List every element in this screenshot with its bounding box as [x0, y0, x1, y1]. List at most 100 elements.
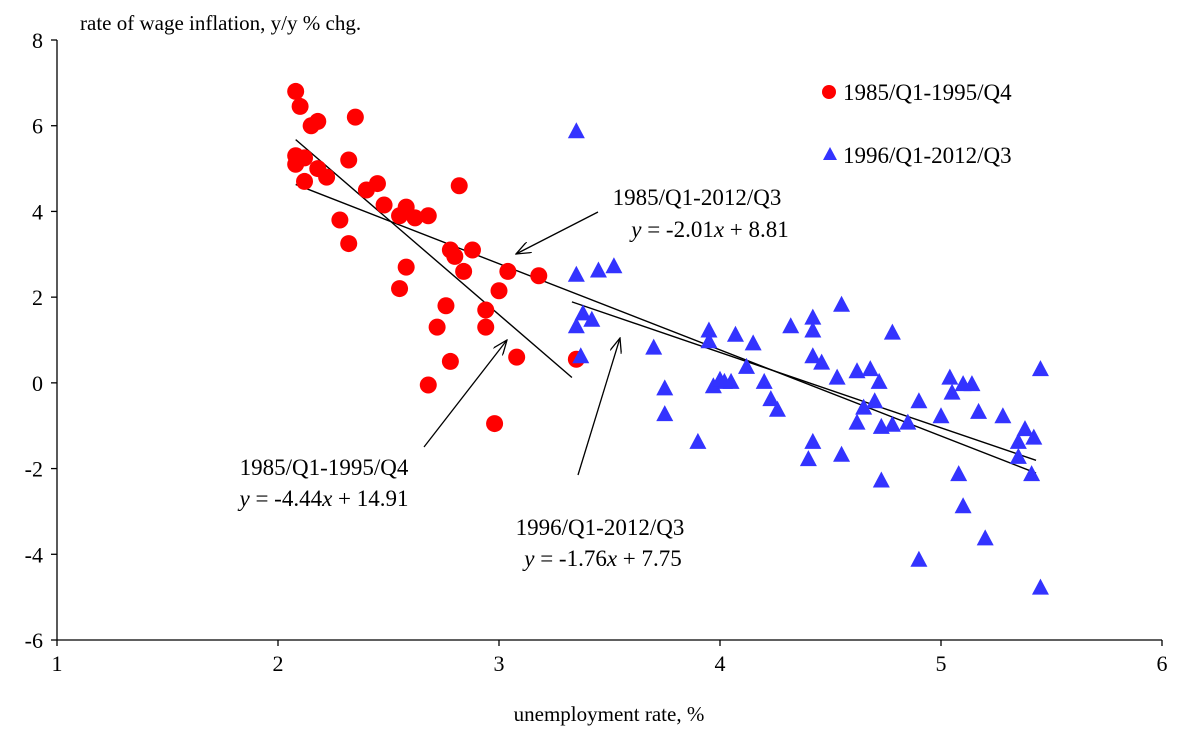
data-point-circle	[375, 196, 393, 214]
data-point-circle	[318, 168, 336, 186]
data-point-triangle	[572, 347, 590, 364]
y-tick-label: 0	[32, 371, 43, 396]
data-point-circle	[508, 348, 526, 366]
data-point-circle	[296, 172, 314, 190]
data-point-circle	[477, 301, 495, 319]
x-tick-label: 4	[715, 651, 726, 676]
data-point-triangle	[700, 332, 718, 349]
data-point-triangle	[574, 304, 592, 321]
data-point-triangle	[656, 405, 674, 422]
data-point-circle	[450, 177, 468, 195]
annotation-label: 1996/Q1-2012/Q3	[516, 515, 685, 540]
data-point-circle	[419, 207, 437, 225]
data-point-triangle	[804, 432, 822, 449]
data-point-triangle	[883, 323, 901, 340]
data-point-circle	[463, 241, 481, 259]
data-point-triangle	[567, 265, 585, 282]
annotation-equation: y = -2.01x + 8.81	[629, 217, 789, 242]
regression-line	[295, 139, 573, 379]
x-tick-label: 5	[936, 651, 947, 676]
y-tick-label: -4	[25, 542, 43, 567]
data-point-triangle	[711, 370, 729, 387]
data-point-circle	[455, 262, 473, 280]
data-point-triangle	[804, 308, 822, 325]
data-point-circle	[357, 181, 375, 199]
data-point-circle	[340, 151, 358, 169]
data-point-circle	[486, 415, 504, 433]
data-point-triangle	[910, 550, 928, 567]
data-point-triangle	[943, 383, 961, 400]
data-point-circle	[397, 258, 415, 276]
data-point-triangle	[1025, 428, 1043, 445]
data-point-triangle	[700, 321, 718, 338]
data-point-circle	[419, 376, 437, 394]
data-point-circle	[331, 211, 349, 229]
data-point-circle	[499, 262, 517, 280]
data-point-triangle	[954, 497, 972, 514]
data-point-triangle	[768, 400, 786, 417]
data-point-triangle	[782, 317, 800, 334]
data-point-triangle	[605, 257, 623, 274]
annotation-arrow	[577, 338, 620, 476]
x-tick-label: 1	[52, 651, 63, 676]
data-point-triangle	[799, 450, 817, 467]
data-point-triangle	[833, 445, 851, 462]
data-point-triangle	[932, 407, 950, 424]
data-point-triangle	[872, 471, 890, 488]
data-point-triangle	[755, 372, 773, 389]
data-point-triangle	[994, 407, 1012, 424]
data-point-circle	[428, 318, 446, 336]
annotation-early-fit: 1985/Q1-1995/Q4 y = -4.44x + 14.91	[237, 340, 507, 511]
data-point-circle	[391, 207, 409, 225]
data-point-triangle	[726, 325, 744, 342]
x-tick-label: 6	[1157, 651, 1168, 676]
data-point-circle	[340, 235, 358, 253]
annotation-late-fit: 1996/Q1-2012/Q3 y = -1.76x + 7.75	[516, 338, 685, 571]
data-point-triangle	[1031, 360, 1049, 377]
y-tick-label: -6	[25, 628, 43, 653]
annotation-overall-fit: 1985/Q1-2012/Q3 y = -2.01x + 8.81	[516, 185, 789, 254]
data-point-circle	[287, 155, 305, 173]
data-point-circle	[287, 82, 305, 100]
tick-labels: -6 -4 -2 0 2 4 6 8 1 2 3 4 5 6	[25, 28, 1168, 676]
data-point-circle	[437, 297, 455, 315]
data-point-triangle	[883, 415, 901, 432]
data-point-triangle	[583, 310, 601, 327]
data-point-circle	[406, 209, 424, 227]
data-point-triangle	[866, 392, 884, 409]
data-point-triangle	[861, 360, 879, 377]
data-point-triangle	[899, 413, 917, 430]
data-points	[287, 82, 1049, 595]
data-point-triangle	[1031, 578, 1049, 595]
annotation-equation: y = -1.76x + 7.75	[522, 546, 682, 571]
data-point-triangle	[828, 368, 846, 385]
data-point-circle	[477, 318, 495, 336]
data-point-circle	[309, 112, 327, 130]
y-tick-label: -2	[25, 457, 43, 482]
legend-label: 1985/Q1-1995/Q4	[843, 80, 1012, 105]
data-point-circle	[391, 280, 409, 298]
data-point-triangle	[567, 317, 585, 334]
annotation-label: 1985/Q1-2012/Q3	[613, 185, 782, 210]
y-tick-label: 4	[32, 199, 43, 224]
y-tick-label: 6	[32, 114, 43, 139]
annotation-equation: y = -4.44x + 14.91	[237, 486, 408, 511]
x-tick-label: 3	[494, 651, 505, 676]
x-tick-label: 2	[273, 651, 284, 676]
annotation-arrow	[423, 340, 507, 448]
legend: 1985/Q1-1995/Q4 1996/Q1-2012/Q3	[822, 80, 1012, 168]
data-point-triangle	[1009, 447, 1027, 464]
data-point-circle	[446, 247, 464, 265]
data-point-triangle	[855, 398, 873, 415]
data-point-triangle	[645, 338, 663, 355]
data-point-triangle	[804, 321, 822, 338]
legend-label: 1996/Q1-2012/Q3	[843, 143, 1012, 168]
annotation-label: 1985/Q1-1995/Q4	[240, 455, 409, 480]
data-point-triangle	[1009, 432, 1027, 449]
data-point-triangle	[689, 432, 707, 449]
data-point-triangle	[589, 261, 607, 278]
data-point-circle	[490, 282, 508, 300]
data-point-triangle	[1016, 420, 1034, 437]
data-point-triangle	[963, 375, 981, 392]
data-point-triangle	[567, 122, 585, 139]
